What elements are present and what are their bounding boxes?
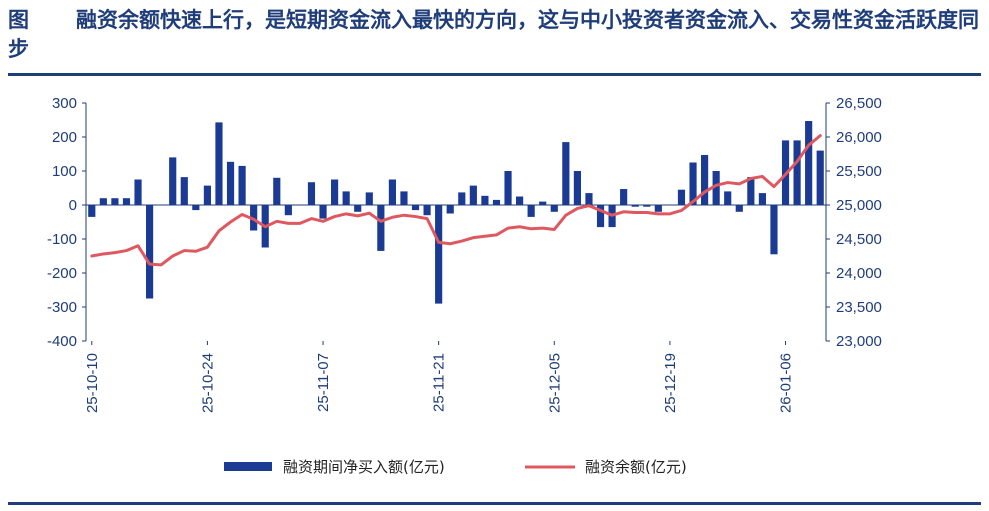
bar-25-11-25 [458, 192, 466, 205]
bar-25-11-24 [446, 205, 454, 214]
bar-25-12-29 [735, 205, 743, 212]
bar-25-10-28 [226, 161, 235, 205]
chart-title: 图融资余额快速上行，是短期资金流入最快的方向，这与中小投资者资金流入、交易性资金… [8, 6, 983, 64]
bar-25-11-06 [307, 182, 316, 205]
bar-25-11-10 [331, 179, 339, 205]
bar-26-01-08 [805, 121, 813, 205]
legend: 融资期间净买入额(亿元) 融资余额(亿元) [224, 458, 687, 476]
bar-25-12-04 [539, 201, 547, 205]
bar-25-10-16 [134, 179, 142, 205]
bar-25-11-17 [388, 179, 396, 205]
bar-25-12-10 [585, 193, 593, 205]
bar-25-11-14 [377, 205, 385, 251]
bar-25-10-29 [238, 165, 246, 205]
line-series [90, 134, 822, 267]
left-axis-tick-label: 300 [52, 95, 77, 112]
left-axis-tick-label: 0 [69, 197, 77, 214]
bar-25-10-27 [215, 122, 223, 205]
bar-25-12-08 [562, 142, 570, 205]
bar-25-11-04 [284, 205, 292, 216]
right-axis: 23,000 23,500 24,000 24,500 25,000 25,500 26,0… [825, 95, 882, 350]
legend-bar-label: 融资期间净买入额(亿元) [283, 458, 445, 476]
left-axis-tick-label: -100 [47, 231, 77, 248]
figure-label: 图 [8, 8, 29, 32]
bar-26-01-05 [770, 205, 778, 255]
bar-25-12-18 [654, 205, 662, 212]
right-axis-tick-label: 25,500 [836, 163, 882, 180]
right-axis-tick-label: 23,500 [836, 299, 882, 316]
x-axis-tick-label: 25-10-10 [84, 353, 101, 413]
bar-25-11-13 [365, 192, 373, 205]
right-axis-tick-label: 23,000 [836, 333, 882, 350]
bar-25-11-18 [400, 191, 408, 205]
right-axis-tick-label: 26,000 [836, 129, 882, 146]
left-axis-tick-label: 100 [52, 163, 77, 180]
legend-line-label: 融资余额(亿元) [585, 458, 687, 476]
x-axis-ticks: 25-10-10 25-10-24 25-11-07 25-11-21 25-12-05… [84, 341, 795, 413]
bar-25-12-26 [724, 191, 732, 205]
bar-25-12-09 [573, 171, 581, 205]
bar-series [88, 121, 824, 304]
right-axis-tick-label: 24,000 [836, 265, 882, 282]
bar-25-10-15 [122, 198, 131, 205]
left-axis-tick-label: 200 [52, 129, 77, 146]
bar-25-10-13 [99, 198, 107, 205]
bar-25-12-16 [631, 205, 639, 207]
bar-25-11-19 [411, 205, 420, 211]
bar-25-11-27 [481, 195, 489, 205]
left-axis-tick-label: -300 [47, 299, 77, 316]
bar-25-12-02 [516, 196, 524, 205]
left-axis-tick-label: -200 [47, 265, 77, 282]
right-axis-tick-label: 25,000 [836, 197, 882, 214]
legend-bar-swatch [224, 462, 272, 471]
left-axis-tick-label: -400 [47, 333, 77, 350]
bar-25-10-24 [203, 185, 211, 205]
right-axis-tick-label: 26,500 [836, 95, 882, 112]
bar-25-11-28 [492, 199, 501, 205]
x-axis-tick-label: 25-11-07 [315, 353, 332, 412]
bar-25-12-15 [620, 189, 628, 205]
bar-25-12-25 [712, 171, 720, 205]
bar-25-12-11 [596, 205, 605, 228]
bar-25-12-30 [747, 177, 755, 205]
bar-26-01-09 [816, 150, 824, 205]
x-axis-tick-label: 25-10-24 [199, 353, 216, 413]
x-axis-tick-label: 25-12-05 [546, 353, 563, 413]
bar-25-11-11 [342, 191, 350, 205]
bar-25-11-03 [273, 177, 281, 205]
bottom-rule [8, 502, 981, 505]
bar-25-12-01 [504, 171, 512, 205]
bar-25-12-17 [643, 205, 651, 207]
left-axis: -400 -300 -200 -100 0 100 200 300 [47, 95, 87, 350]
top-rule [8, 73, 981, 76]
bar-25-12-22 [677, 189, 686, 205]
title-text: 融资余额快速上行，是短期资金流入最快的方向，这与中小投资者资金流入、交易性资金活… [8, 8, 979, 61]
x-axis-tick-label: 25-11-21 [431, 353, 448, 412]
bar-25-11-12 [354, 205, 362, 212]
bar-25-12-03 [527, 205, 535, 217]
bar-25-10-22 [180, 177, 188, 205]
bar-25-10-14 [111, 198, 119, 205]
bar-25-11-07 [319, 205, 327, 219]
x-axis-tick-label: 26-01-06 [778, 353, 795, 413]
bar-25-10-10 [88, 205, 96, 217]
bar-25-11-26 [469, 185, 477, 205]
bar-25-10-21 [169, 157, 177, 205]
bar-25-12-24 [701, 155, 709, 205]
balance-line [90, 134, 822, 267]
bar-25-11-21 [435, 205, 443, 304]
bar-25-10-17 [146, 205, 154, 299]
bar-25-12-31 [758, 193, 766, 205]
bar-25-10-23 [192, 205, 200, 211]
x-axis-tick-label: 25-12-19 [662, 353, 679, 413]
bar-25-12-23 [689, 162, 697, 205]
bar-25-12-05 [550, 205, 558, 212]
bar-26-01-07 [793, 140, 801, 205]
bar-25-11-20 [423, 205, 431, 216]
right-axis-tick-label: 24,500 [836, 231, 882, 248]
